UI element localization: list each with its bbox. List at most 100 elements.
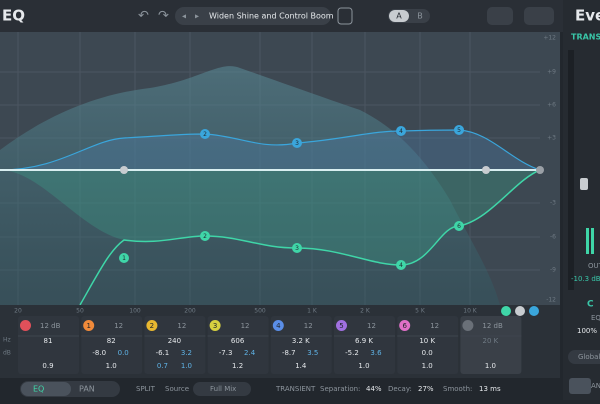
band-row3[interactable]: 1.0 xyxy=(106,362,117,370)
band-row3[interactable]: 1.4 xyxy=(295,362,307,370)
band-cell[interactable] xyxy=(270,316,332,374)
band-node[interactable] xyxy=(292,243,302,253)
band-freq[interactable]: 240 xyxy=(168,337,181,345)
band-number: 5 xyxy=(339,322,343,330)
global-selector[interactable] xyxy=(568,350,600,364)
band-badge[interactable] xyxy=(146,320,158,331)
band-row2[interactable]: -6.1 xyxy=(156,349,170,357)
settings-button[interactable] xyxy=(524,7,554,25)
side-toggle[interactable] xyxy=(529,306,539,316)
band-row3[interactable]: 0.9 xyxy=(42,362,53,370)
band-freq[interactable]: 6.9 K xyxy=(355,337,373,345)
band-freq[interactable]: 82 xyxy=(107,337,116,345)
undo-button[interactable]: ↶ xyxy=(138,9,149,24)
band-row3[interactable]: 0.7 xyxy=(157,362,168,370)
source-selector[interactable] xyxy=(193,382,251,396)
band-node[interactable] xyxy=(292,138,302,148)
band-cell[interactable] xyxy=(334,316,395,374)
band-row2[interactable]: 3.2 xyxy=(181,349,192,357)
band-badge[interactable] xyxy=(83,320,95,331)
info-button[interactable] xyxy=(487,7,513,25)
side-title: Eve xyxy=(575,7,600,25)
redo-button[interactable]: ↷ xyxy=(158,9,170,24)
band-badge[interactable] xyxy=(462,320,474,331)
band-node[interactable] xyxy=(454,125,464,135)
band-badge[interactable] xyxy=(209,320,221,331)
eq-mix-label: EQ xyxy=(591,314,600,322)
band-node[interactable] xyxy=(200,231,210,241)
band-row2[interactable]: 2.4 xyxy=(244,349,256,357)
band-node[interactable] xyxy=(454,221,464,231)
output-handle[interactable] xyxy=(536,166,544,174)
side-section: TRANSI xyxy=(571,33,600,42)
band-row2[interactable]: -8.0 xyxy=(92,349,106,357)
band-cell[interactable] xyxy=(397,316,459,374)
db-label: -6 xyxy=(550,234,556,241)
preset-next[interactable]: ▸ xyxy=(195,12,199,21)
band-row2[interactable]: 3.5 xyxy=(307,349,318,357)
band-row3[interactable]: 1.0 xyxy=(422,362,433,370)
band-row3[interactable]: 1.0 xyxy=(358,362,369,370)
decay-value[interactable]: 27% xyxy=(418,385,434,393)
separation-value[interactable]: 44% xyxy=(366,385,382,393)
band-node-label: 3 xyxy=(295,245,299,252)
band-row2[interactable]: 0.0 xyxy=(118,349,129,357)
mid-toggle[interactable] xyxy=(501,306,511,316)
ab-a[interactable]: A xyxy=(396,12,402,21)
band-cell[interactable] xyxy=(81,316,143,374)
band-row3[interactable]: 1.0 xyxy=(181,362,192,370)
band-badge[interactable] xyxy=(20,320,31,331)
band-freq[interactable]: 3.2 K xyxy=(292,337,310,345)
band-freq[interactable]: 606 xyxy=(231,337,245,345)
ab-b[interactable]: B xyxy=(417,12,423,21)
side-curve-fill xyxy=(0,130,540,170)
out-value[interactable]: -10.3 dB xyxy=(571,275,600,283)
band-badge[interactable] xyxy=(399,320,411,331)
band-row2[interactable]: -7.3 xyxy=(219,349,233,357)
band-slope: 12 xyxy=(114,322,123,330)
mode-pan[interactable]: PAN xyxy=(79,385,95,394)
preset-selector[interactable] xyxy=(175,7,331,25)
band-number: 6 xyxy=(402,322,407,330)
freq-label: 20 xyxy=(14,308,22,315)
band-row3[interactable]: 1.0 xyxy=(485,362,496,370)
analyzer-button[interactable] xyxy=(569,378,591,394)
band-node[interactable] xyxy=(396,260,406,270)
high-cut-handle[interactable] xyxy=(482,166,490,174)
save-button[interactable] xyxy=(337,7,353,25)
band-cell[interactable] xyxy=(207,316,269,374)
footer-bar xyxy=(0,378,560,400)
band-freq[interactable]: 10 K xyxy=(419,337,435,345)
source-label: Source xyxy=(165,385,189,393)
mix-value[interactable]: 100% xyxy=(577,327,597,335)
band-badge[interactable] xyxy=(336,320,347,331)
band-freq[interactable]: 81 xyxy=(44,337,53,345)
smooth-value[interactable]: 13 ms xyxy=(479,385,501,393)
global-label: Global xyxy=(578,353,600,361)
band-freq[interactable]: 20 K xyxy=(483,337,499,345)
band-cell[interactable] xyxy=(18,316,79,374)
preset-prev[interactable]: ◂ xyxy=(182,12,186,21)
freq-label: 50 xyxy=(76,308,84,315)
band-cell[interactable] xyxy=(460,316,522,374)
band-row2[interactable]: -8.7 xyxy=(282,349,296,357)
band-badge[interactable] xyxy=(272,320,284,331)
band-row2[interactable]: 3.6 xyxy=(370,349,382,357)
mode-eq[interactable]: EQ xyxy=(33,385,44,394)
db-label: +9 xyxy=(547,69,556,76)
band-row2[interactable]: 0.0 xyxy=(422,349,433,357)
band-node[interactable] xyxy=(200,129,210,139)
freq-label: 5 K xyxy=(415,308,426,315)
output-fader[interactable] xyxy=(580,178,588,190)
band-node-label: 1 xyxy=(122,255,126,262)
band-cell[interactable] xyxy=(144,316,206,374)
band-row3[interactable]: 1.2 xyxy=(232,362,243,370)
preset-name: Widen Shine and Control Boom xyxy=(209,12,334,21)
band-node-label: 3 xyxy=(295,140,299,147)
mid-curve-fill xyxy=(0,170,540,265)
band-row2[interactable]: -5.2 xyxy=(345,349,359,357)
band-node[interactable] xyxy=(119,253,129,263)
link-toggle[interactable] xyxy=(515,306,525,316)
band-node[interactable] xyxy=(396,126,406,136)
low-cut-handle[interactable] xyxy=(120,166,128,174)
